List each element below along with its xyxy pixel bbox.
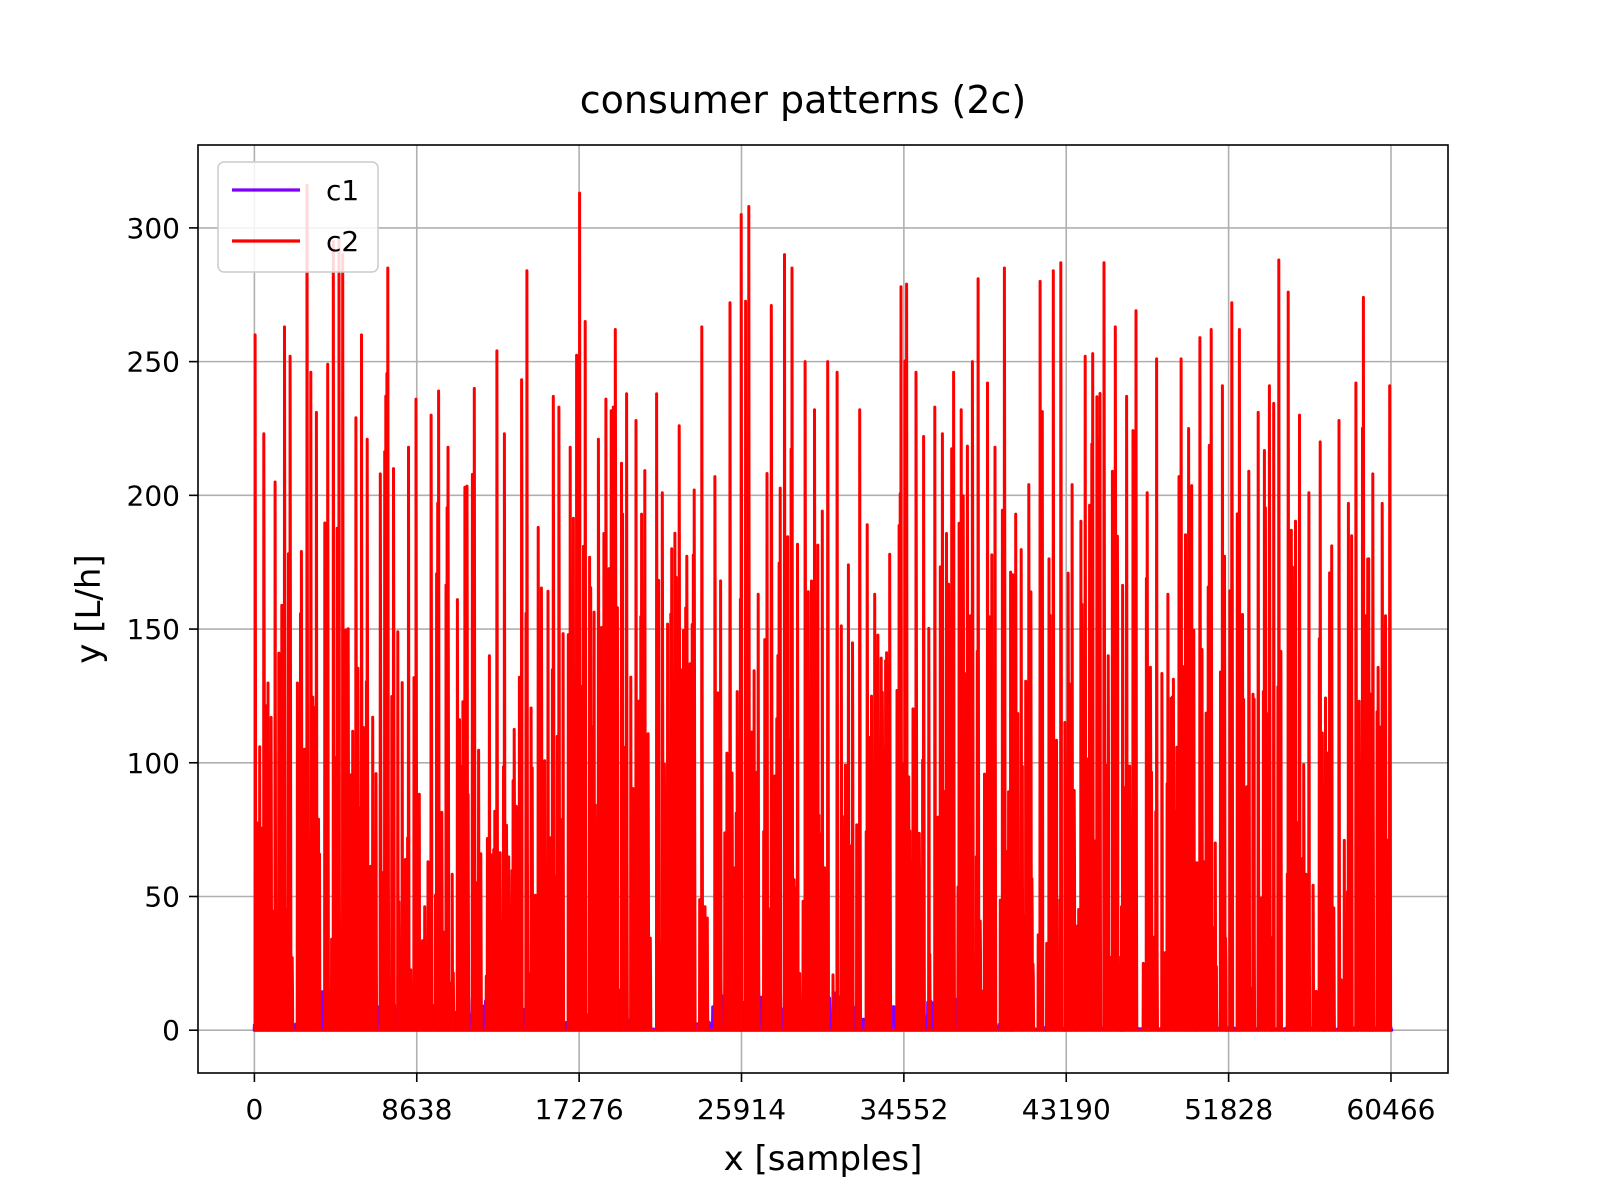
- y-axis-label: y [L/h]: [69, 554, 109, 663]
- x-tick-label: 34552: [859, 1093, 948, 1126]
- y-tick-label: 100: [127, 747, 180, 780]
- x-tick-label: 8638: [381, 1093, 452, 1126]
- legend-label-c2: c2: [326, 225, 359, 258]
- legend: c1 c2: [217, 161, 379, 273]
- chart-title: consumer patterns (2c): [580, 78, 1026, 122]
- legend-label-c1: c1: [326, 174, 359, 207]
- y-axis: 0 50 100 150 200 250 300: [127, 212, 198, 1047]
- series-layer: [252, 183, 1394, 1032]
- x-tick-label: 17276: [535, 1093, 624, 1126]
- plot-frame: [197, 144, 1449, 1074]
- x-axis-label: x [samples]: [724, 1139, 923, 1179]
- x-tick-label: 51828: [1184, 1093, 1273, 1126]
- x-tick-label: 43190: [1022, 1093, 1111, 1126]
- x-tick-label: 0: [245, 1093, 263, 1126]
- y-tick-label: 150: [127, 613, 180, 646]
- y-tick-label: 300: [127, 212, 180, 245]
- y-tick-label: 200: [127, 479, 180, 512]
- y-tick-label: 0: [162, 1014, 180, 1047]
- x-tick-label: 25914: [697, 1093, 786, 1126]
- x-tick-label: 60466: [1346, 1093, 1435, 1126]
- y-tick-label: 50: [144, 880, 180, 913]
- y-tick-label: 250: [127, 346, 180, 379]
- x-axis: 0 8638 17276 25914 34552 43190 51828 60466: [245, 1073, 1436, 1126]
- series-line-c2: [253, 183, 1393, 1032]
